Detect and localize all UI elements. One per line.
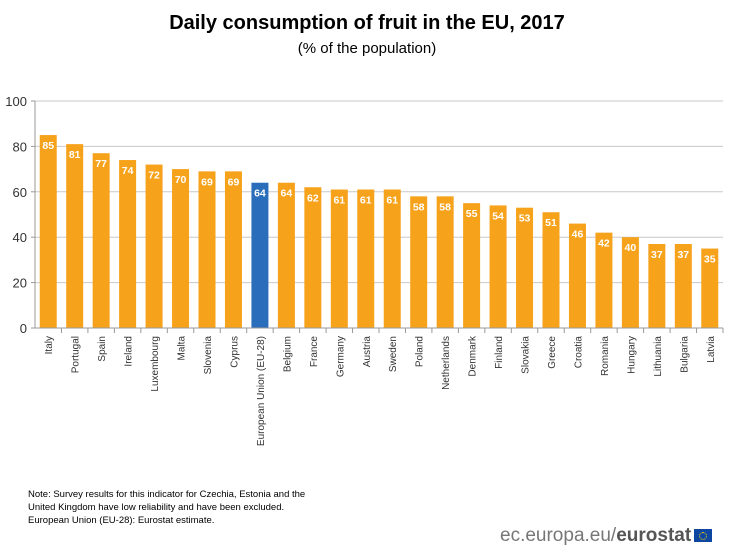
footnote: Note: Survey results for this indicator … [28, 488, 348, 527]
x-tick-label: France [309, 336, 320, 368]
y-tick-label: 0 [20, 321, 27, 336]
x-tick-label: Spain [97, 336, 108, 362]
logo-brand: eurostat [616, 525, 692, 546]
bar [357, 189, 375, 328]
data-label: 69 [228, 176, 240, 188]
data-label: 72 [148, 170, 160, 182]
data-label: 51 [545, 217, 557, 229]
data-label: 64 [281, 188, 293, 200]
chart-subtitle: (% of the population) [297, 40, 437, 57]
data-label: 46 [572, 229, 584, 241]
x-tick-label: Sweden [388, 336, 399, 372]
x-tick-label: Romania [600, 336, 611, 376]
bar [304, 187, 322, 328]
data-label: 62 [307, 192, 319, 204]
x-tick-label: Hungary [626, 336, 637, 374]
bar [648, 244, 666, 328]
footnote-line: Note: Survey results for this indicator … [28, 489, 306, 500]
x-tick-label: Netherlands [441, 336, 452, 390]
bar [701, 248, 719, 328]
data-label: 55 [466, 208, 478, 220]
y-tick-label: 80 [13, 139, 27, 154]
bar [674, 244, 692, 328]
bar [436, 196, 454, 328]
x-tick-label: Germany [335, 336, 346, 377]
data-label: 64 [254, 188, 266, 200]
x-tick-label: Belgium [282, 336, 293, 372]
bar [595, 232, 613, 328]
bar [66, 144, 84, 328]
y-tick-label: 40 [13, 230, 27, 245]
bar [621, 237, 639, 328]
data-label: 37 [651, 249, 663, 261]
x-tick-label: Greece [547, 336, 558, 369]
x-tick-label: Luxembourg [150, 336, 161, 392]
bar [489, 205, 507, 328]
data-label: 85 [42, 140, 54, 152]
bar [145, 164, 163, 328]
x-tick-label: Malta [177, 336, 188, 361]
data-label: 74 [122, 165, 134, 177]
eurostat-logo: ec.europa.eu/eurostat [500, 525, 713, 547]
bar [463, 203, 481, 328]
data-label: 54 [492, 210, 504, 222]
data-label: 53 [519, 213, 531, 225]
x-tick-label: European Union (EU-28) [256, 336, 267, 446]
x-tick-label: Portugal [71, 336, 82, 373]
data-label: 70 [175, 174, 187, 186]
x-tick-label: Cyprus [229, 336, 240, 368]
x-tick-label: Italy [44, 336, 55, 354]
bar [198, 171, 216, 328]
data-label: 81 [69, 149, 81, 161]
logo-prefix: ec.europa.eu/ [500, 525, 617, 546]
data-label: 35 [704, 254, 716, 266]
y-tick-label: 20 [13, 276, 27, 291]
data-label: 40 [625, 242, 637, 254]
y-tick-label: 60 [13, 185, 27, 200]
x-tick-label: Slovenia [203, 336, 214, 375]
footnote-line: United Kingdom have low reliability and … [28, 502, 285, 513]
y-tick-label: 100 [5, 94, 27, 109]
x-tick-label: Austria [362, 336, 373, 368]
x-tick-label: Lithuania [653, 336, 664, 377]
bar [224, 171, 242, 328]
x-tick-label: Bulgaria [679, 336, 690, 373]
bar [119, 160, 137, 328]
bar [172, 169, 190, 328]
chart-title: Daily consumption of fruit in the EU, 20… [169, 12, 565, 34]
bar [330, 189, 348, 328]
bar [251, 182, 269, 328]
footnote-line: European Union (EU-28): Eurostat estimat… [28, 515, 215, 526]
x-tick-label: Finland [494, 336, 505, 369]
x-tick-label: Croatia [573, 336, 584, 369]
data-label: 69 [201, 176, 213, 188]
data-label: 77 [95, 158, 107, 170]
x-tick-label: Denmark [468, 335, 479, 377]
x-tick-label: Slovakia [521, 336, 532, 374]
bar [542, 212, 560, 328]
x-tick-label: Poland [415, 336, 426, 367]
data-label: 37 [677, 249, 689, 261]
eu-flag-icon [694, 529, 713, 542]
bar [277, 182, 295, 328]
bar [516, 207, 534, 328]
data-label: 58 [439, 201, 451, 213]
bar [410, 196, 428, 328]
data-label: 61 [386, 195, 398, 207]
bar [383, 189, 401, 328]
bar [92, 153, 110, 328]
bar [39, 135, 57, 328]
bar [568, 223, 586, 328]
data-label: 58 [413, 201, 425, 213]
data-label: 61 [333, 195, 345, 207]
x-tick-label: Ireland [124, 336, 135, 367]
data-label: 61 [360, 195, 372, 207]
x-tick-label: Latvia [706, 336, 717, 363]
data-label: 42 [598, 238, 610, 250]
